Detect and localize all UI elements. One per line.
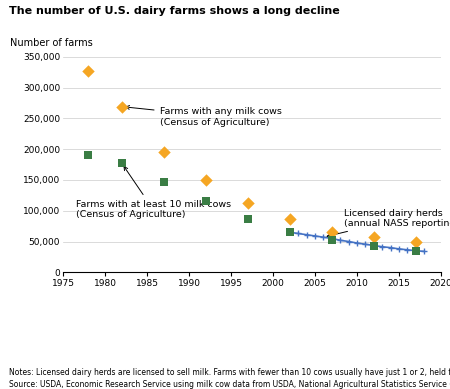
Point (286, 229, 293, 235)
Point (370, 244, 378, 250)
Text: Licensed dairy herds
(annual NASS reporting): Licensed dairy herds (annual NASS report… (327, 209, 450, 237)
Text: Farms with any milk cows
(Census of Agriculture): Farms with any milk cows (Census of Agri… (126, 105, 282, 127)
Text: Notes: Licensed dairy herds are licensed to sell milk. Farms with fewer than 10 : Notes: Licensed dairy herds are licensed… (9, 368, 450, 389)
Point (85, 152, 92, 158)
Point (160, 179, 167, 186)
Point (244, 200, 252, 207)
Text: Farms with at least 10 milk cows
(Census of Agriculture): Farms with at least 10 milk cows (Census… (76, 166, 231, 219)
Point (202, 177, 209, 183)
Point (244, 216, 252, 222)
Point (118, 160, 126, 166)
Point (328, 237, 335, 243)
Text: The number of U.S. dairy farms shows a long decline: The number of U.S. dairy farms shows a l… (9, 6, 340, 16)
Point (412, 248, 419, 254)
Point (370, 233, 378, 240)
Point (412, 238, 419, 245)
Point (85, 68, 92, 74)
Point (328, 229, 335, 235)
Point (118, 103, 126, 110)
Point (202, 198, 209, 204)
Point (286, 216, 293, 223)
Point (160, 149, 167, 155)
Text: Number of farms: Number of farms (10, 39, 93, 48)
